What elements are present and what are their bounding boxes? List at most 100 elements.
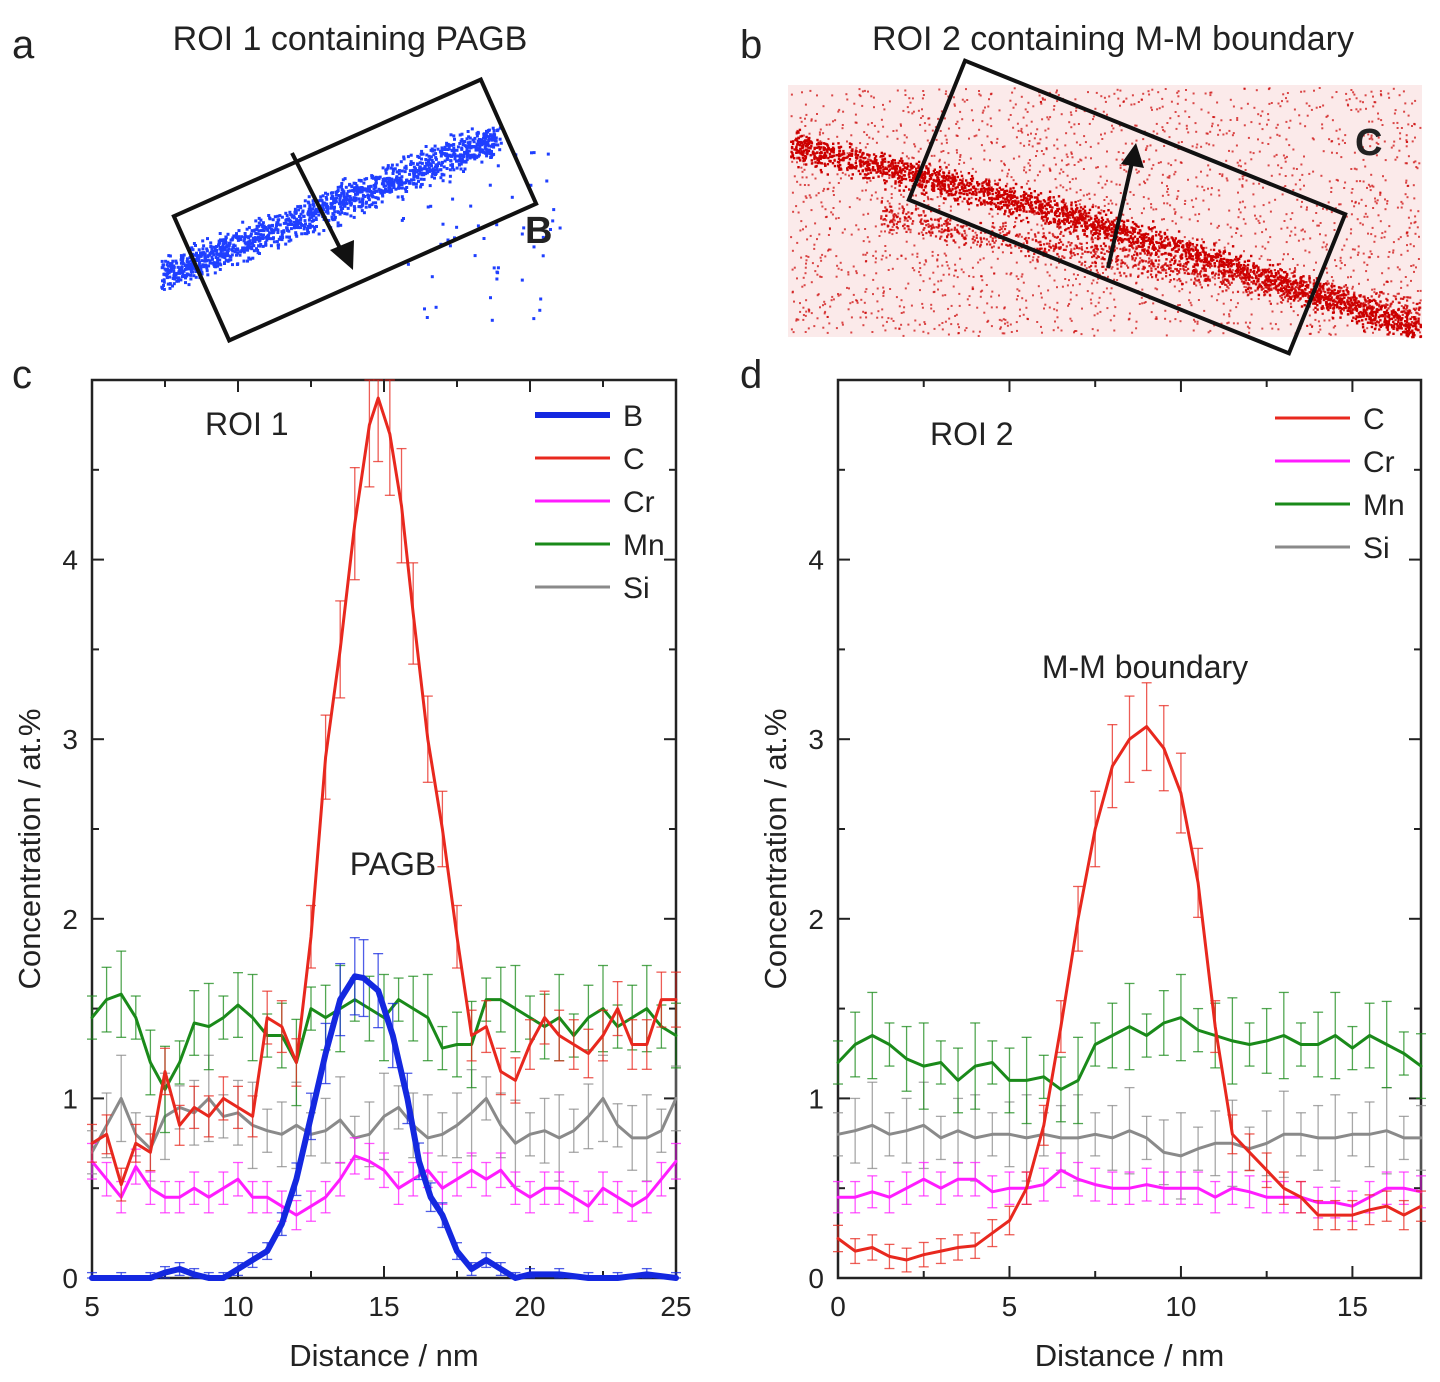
atom-dot bbox=[1362, 158, 1365, 161]
atom-dot bbox=[892, 229, 895, 232]
atom-dot bbox=[1119, 192, 1122, 194]
atom-dot bbox=[957, 332, 960, 335]
atom-dot bbox=[976, 204, 979, 207]
atom-dot bbox=[1353, 248, 1356, 251]
atom-dot bbox=[921, 177, 925, 180]
atom-dot bbox=[325, 197, 329, 201]
atom-dot bbox=[1351, 285, 1354, 288]
atom-dot bbox=[179, 258, 183, 262]
atom-dot bbox=[1146, 233, 1150, 236]
atom-dot bbox=[252, 239, 255, 243]
atom-dot bbox=[976, 243, 979, 246]
atom-dot bbox=[1097, 277, 1100, 280]
atom-dot bbox=[1070, 220, 1073, 223]
atom-dot bbox=[974, 187, 977, 191]
atom-dot bbox=[1297, 300, 1300, 302]
atom-dot bbox=[1139, 242, 1143, 245]
atom-dot bbox=[1065, 164, 1068, 167]
atom-dot bbox=[444, 153, 447, 157]
atom-dot bbox=[1362, 101, 1364, 104]
atom-dot bbox=[1035, 212, 1038, 215]
atom-dot bbox=[166, 269, 170, 273]
atom-dot bbox=[1186, 248, 1190, 252]
atom-dot bbox=[333, 215, 337, 219]
atom-dot bbox=[1085, 222, 1088, 225]
atom-dot bbox=[857, 228, 860, 231]
atom-dot bbox=[236, 247, 240, 251]
atom-dot bbox=[1140, 98, 1143, 101]
atom-dot bbox=[1020, 127, 1023, 130]
atom-dot bbox=[412, 165, 416, 169]
atom-dot bbox=[1225, 284, 1228, 286]
atom-dot bbox=[1169, 204, 1172, 207]
atom-dot bbox=[831, 162, 835, 165]
atom-dot bbox=[942, 231, 945, 234]
atom-dot bbox=[1144, 182, 1147, 185]
atom-dot bbox=[1090, 230, 1093, 233]
atom-dot bbox=[209, 244, 213, 248]
atom-dot bbox=[1164, 244, 1167, 247]
atom-dot bbox=[1413, 270, 1415, 273]
atom-dot bbox=[1306, 325, 1309, 327]
atom-dot bbox=[381, 166, 385, 170]
atom-dot bbox=[449, 163, 453, 167]
atom-dot bbox=[1371, 120, 1374, 123]
atom-dot bbox=[803, 184, 806, 186]
atom-dot bbox=[1282, 258, 1284, 261]
atom-dot bbox=[1310, 108, 1313, 111]
atom-dot bbox=[949, 205, 952, 208]
atom-dot bbox=[1177, 230, 1181, 233]
atom-dot bbox=[1012, 157, 1015, 160]
atom-dot bbox=[1165, 334, 1168, 337]
atom-dot bbox=[1069, 187, 1072, 190]
atom-dot bbox=[939, 195, 942, 198]
atom-dot bbox=[882, 286, 885, 289]
atom-dot bbox=[241, 246, 245, 250]
atom-dot bbox=[1168, 176, 1171, 179]
atom-dot bbox=[496, 143, 500, 147]
atom-dot bbox=[1374, 324, 1378, 327]
atom-dot bbox=[952, 197, 955, 200]
atom-dot bbox=[1000, 319, 1003, 322]
atom-dot bbox=[346, 206, 350, 210]
atom-dot bbox=[864, 253, 867, 256]
atom-dot bbox=[303, 225, 306, 229]
atom-dot bbox=[357, 205, 361, 209]
atom-dot bbox=[852, 166, 855, 169]
atom-dot bbox=[981, 279, 984, 282]
atom-dot bbox=[941, 322, 944, 324]
atom-dot bbox=[990, 295, 993, 298]
atom-dot bbox=[227, 247, 231, 251]
atom-dot bbox=[997, 206, 1000, 209]
atom-dot bbox=[1351, 287, 1354, 290]
atom-dot bbox=[247, 244, 251, 248]
atom-dot bbox=[1200, 108, 1203, 111]
atom-dot bbox=[213, 271, 217, 275]
atom-dot bbox=[932, 291, 935, 294]
atom-dot bbox=[954, 197, 957, 201]
atom-dot bbox=[498, 137, 502, 141]
atom-dot bbox=[1365, 314, 1369, 317]
atom-dot bbox=[216, 264, 220, 268]
atom-dot bbox=[1357, 245, 1360, 248]
atom-dot bbox=[458, 142, 462, 145]
atom-dot bbox=[1029, 201, 1032, 205]
atom-dot bbox=[434, 163, 438, 167]
atom-dot bbox=[1019, 195, 1023, 198]
atom-dot bbox=[1161, 105, 1164, 108]
atom-dot bbox=[190, 266, 193, 270]
atom-dot bbox=[1046, 271, 1049, 274]
atom-dot bbox=[831, 94, 834, 97]
atom-dot bbox=[1196, 185, 1199, 188]
atom-dot bbox=[432, 172, 436, 176]
atom-dot bbox=[490, 318, 494, 322]
atom-dot bbox=[352, 205, 356, 209]
atom-dot bbox=[1148, 174, 1151, 177]
atom-dot bbox=[864, 228, 867, 230]
atom-dot bbox=[864, 146, 867, 149]
atom-dot bbox=[996, 257, 999, 260]
atom-dot bbox=[1086, 225, 1089, 228]
atom-dot bbox=[390, 177, 394, 181]
atom-dot bbox=[1006, 324, 1009, 327]
atom-dot bbox=[235, 253, 238, 257]
